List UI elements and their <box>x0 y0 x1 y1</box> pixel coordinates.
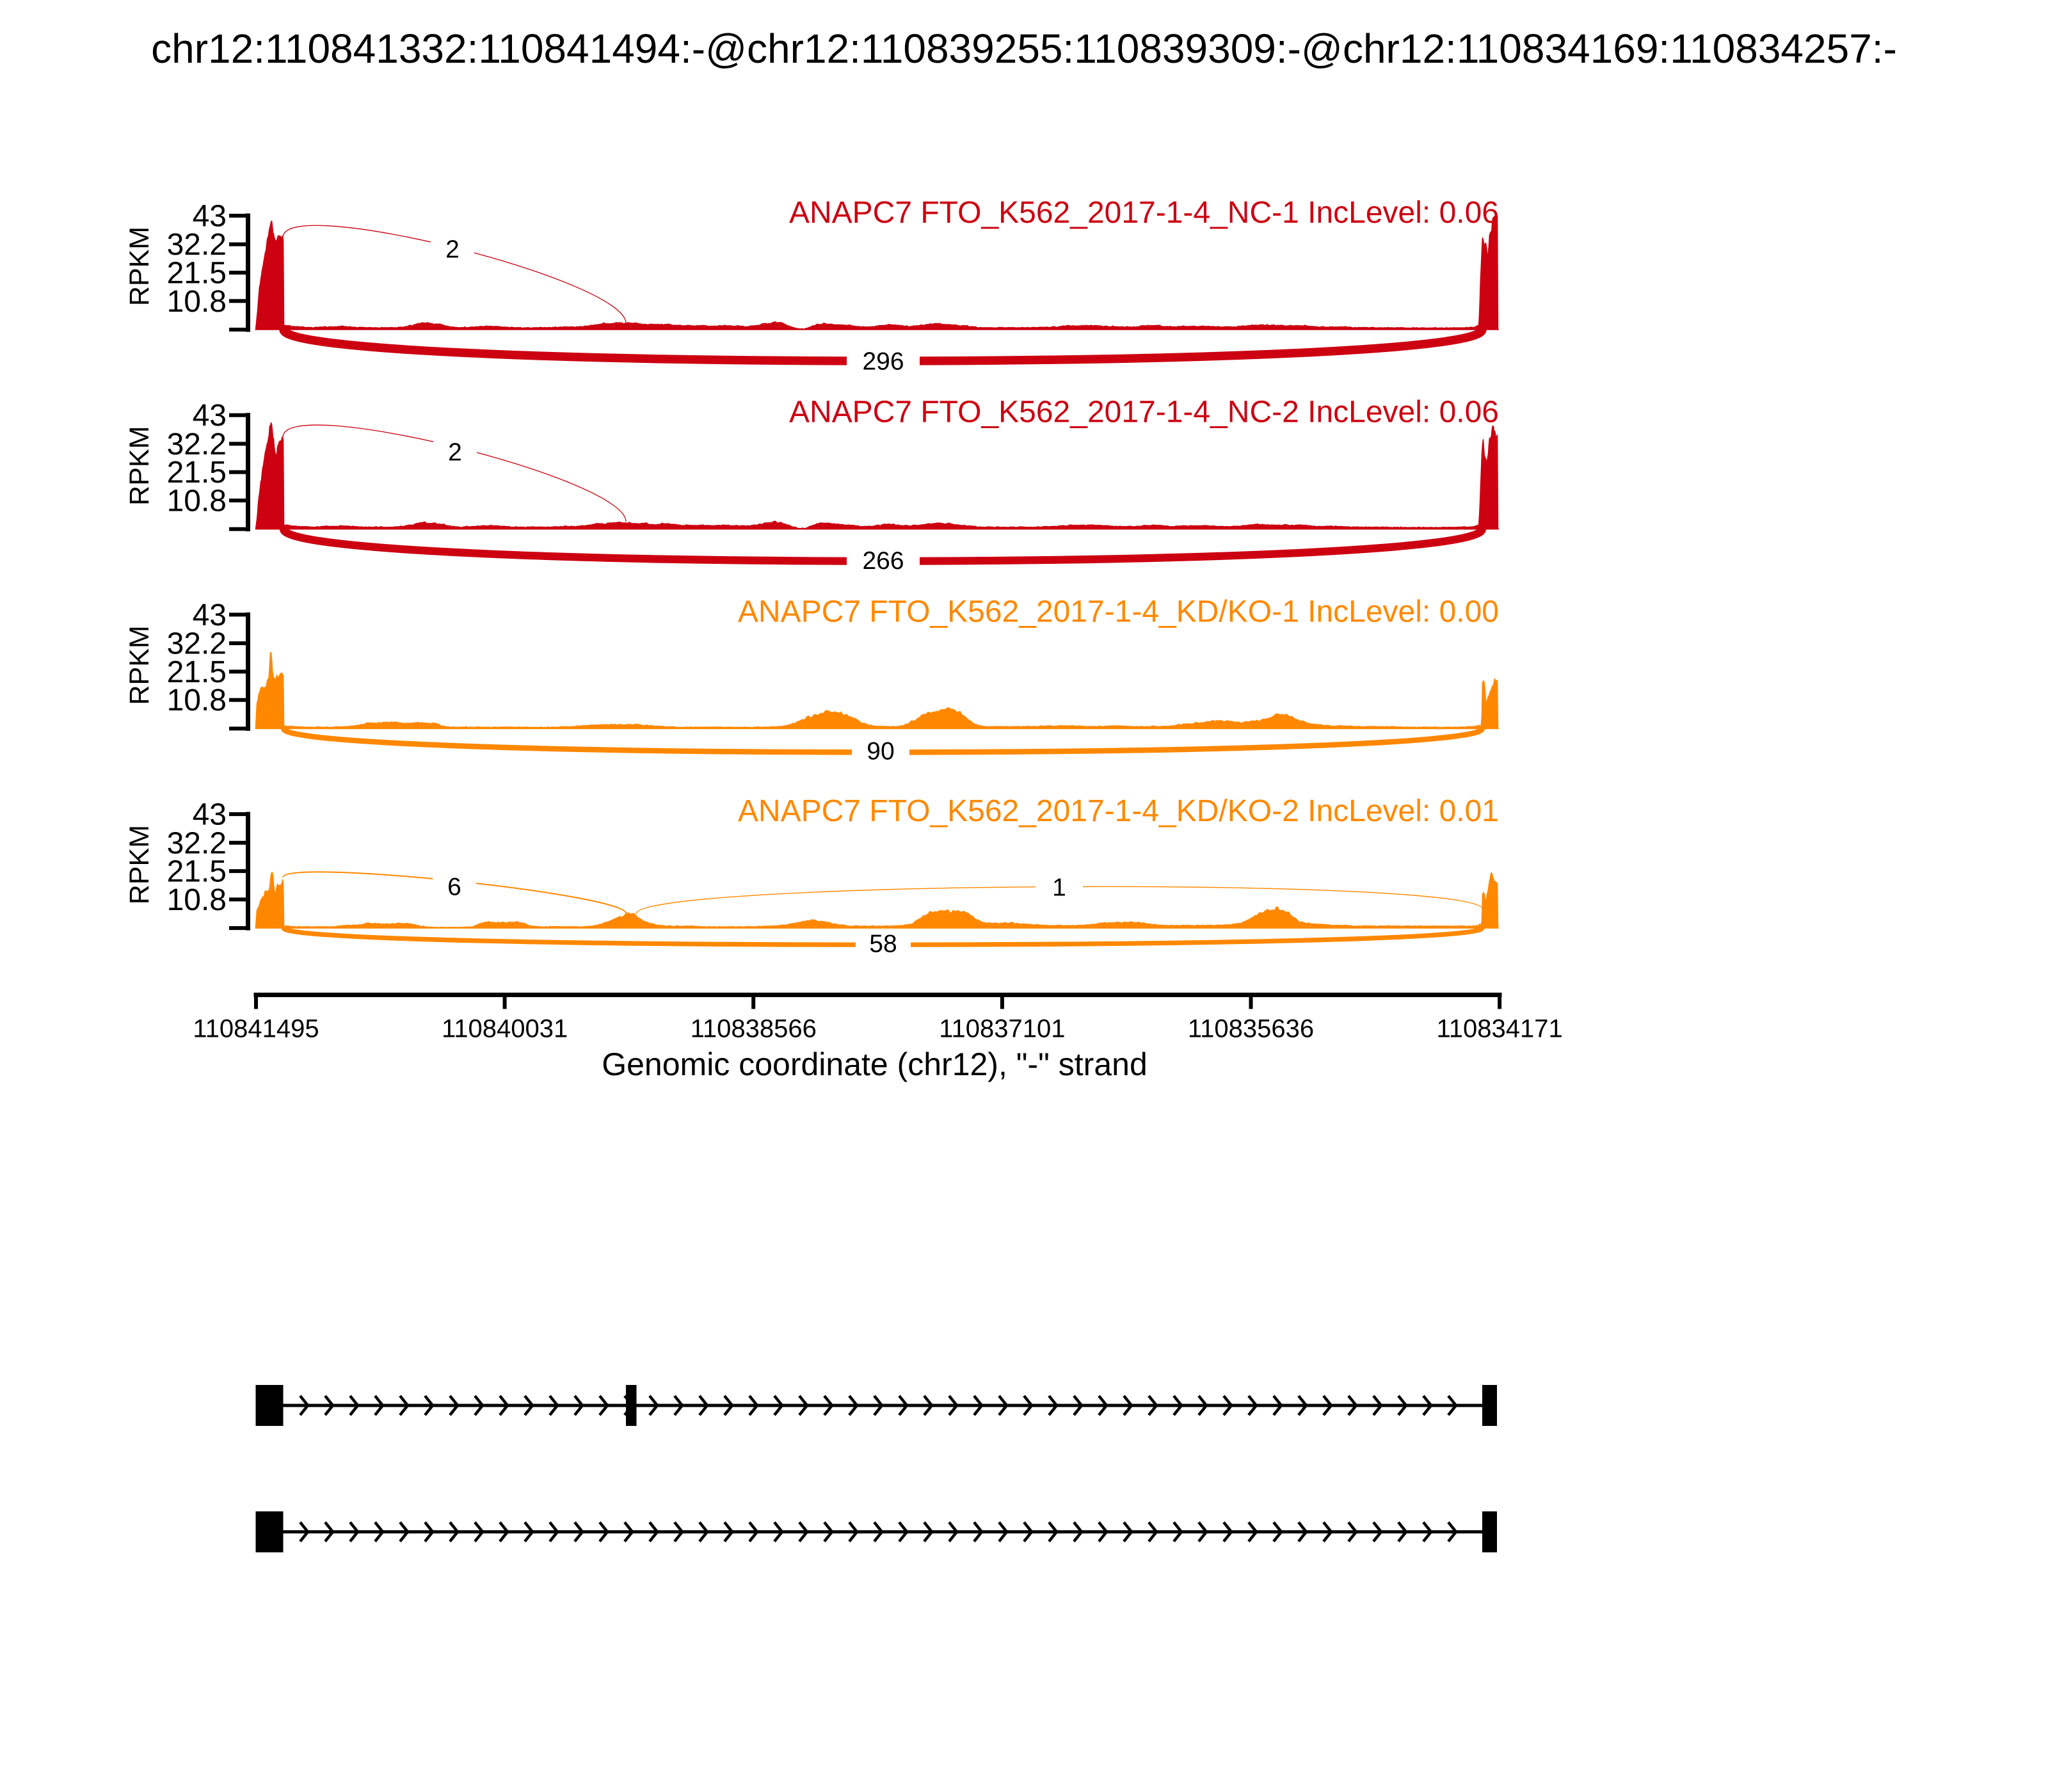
svg-text:32.2: 32.2 <box>167 228 227 262</box>
svg-text:58: 58 <box>869 931 897 958</box>
svg-text:ANAPC7 FTO_K562_2017-1-4_NC-2: ANAPC7 FTO_K562_2017-1-4_NC-2 IncLevel: … <box>789 396 1499 429</box>
svg-text:10.8: 10.8 <box>167 883 227 917</box>
svg-text:90: 90 <box>867 738 894 765</box>
svg-text:RPKM: RPKM <box>124 227 155 306</box>
svg-text:110835636: 110835636 <box>1188 1015 1314 1043</box>
svg-text:110841495: 110841495 <box>193 1015 319 1043</box>
svg-text:Genomic coordinate (chr12), "-: Genomic coordinate (chr12), "-" strand <box>602 1046 1148 1082</box>
svg-text:110838566: 110838566 <box>691 1015 817 1043</box>
svg-text:32.2: 32.2 <box>167 627 227 661</box>
svg-text:RPKM: RPKM <box>124 625 155 705</box>
svg-text:10.8: 10.8 <box>167 285 227 319</box>
svg-text:110834171: 110834171 <box>1436 1015 1562 1043</box>
svg-text:6: 6 <box>447 874 461 901</box>
svg-text:2: 2 <box>445 236 460 264</box>
svg-text:ANAPC7 FTO_K562_2017-1-4_KD/KO: ANAPC7 FTO_K562_2017-1-4_KD/KO-2 IncLeve… <box>738 794 1499 828</box>
svg-text:ANAPC7 FTO_K562_2017-1-4_NC-1: ANAPC7 FTO_K562_2017-1-4_NC-1 IncLevel: … <box>789 196 1499 230</box>
svg-text:RPKM: RPKM <box>124 426 155 506</box>
svg-text:chr12:110841332:110841494:-@ch: chr12:110841332:110841494:-@chr12:110839… <box>151 26 1897 72</box>
svg-text:RPKM: RPKM <box>124 825 155 904</box>
svg-text:1: 1 <box>1052 874 1066 902</box>
svg-text:266: 266 <box>862 547 904 575</box>
svg-text:110837101: 110837101 <box>939 1015 1065 1043</box>
svg-text:10.8: 10.8 <box>167 484 227 518</box>
svg-text:32.2: 32.2 <box>167 826 227 860</box>
svg-text:110840031: 110840031 <box>442 1015 568 1043</box>
svg-text:43: 43 <box>193 200 227 234</box>
svg-text:21.5: 21.5 <box>167 257 227 291</box>
svg-text:43: 43 <box>193 399 227 433</box>
svg-text:10.8: 10.8 <box>167 684 227 717</box>
svg-text:21.5: 21.5 <box>167 655 227 689</box>
svg-text:21.5: 21.5 <box>167 855 227 889</box>
svg-text:43: 43 <box>193 598 227 632</box>
svg-text:ANAPC7 FTO_K562_2017-1-4_KD/KO: ANAPC7 FTO_K562_2017-1-4_KD/KO-1 IncLeve… <box>738 595 1499 628</box>
svg-text:21.5: 21.5 <box>167 456 227 490</box>
svg-text:296: 296 <box>862 348 904 376</box>
svg-text:32.2: 32.2 <box>167 428 227 461</box>
svg-text:43: 43 <box>193 798 227 832</box>
svg-text:2: 2 <box>448 439 462 467</box>
